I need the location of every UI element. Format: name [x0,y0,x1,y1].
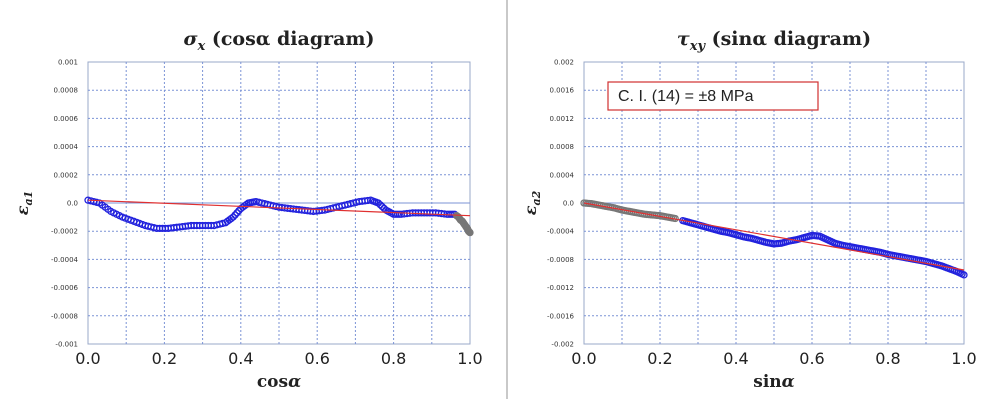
x-tick-label: 0.8 [875,349,900,368]
chart-title: τxy (sinα diagram) [677,28,871,54]
x-axis-label-text: cos [257,372,288,392]
y-tick-label: 0.0002 [54,171,79,179]
data-point [364,196,372,205]
data-point [466,228,474,237]
y-tick-label: -0.0004 [547,228,575,236]
data-point [231,211,239,219]
chart-sigma-x: σx (cosα diagram) -0.001 -0.0008 -0.0006 -0.… [13,28,483,392]
chart-panel-left: σx (cosα diagram) -0.001 -0.0008 -0.0006 -0.… [13,28,483,392]
x-tick-label: 0.6 [799,349,824,368]
y-axis-label-symbol: ε [13,205,32,215]
y-tick-label: 0.0008 [550,143,575,151]
y-axis-label-symbol: ε [521,205,540,215]
x-tick-label: 0.2 [647,349,672,368]
y-tick-label: -0.0006 [51,284,79,292]
chart-title-rest: (sinα diagram) [705,28,871,50]
y-tick-label: -0.0004 [51,256,79,264]
fit-line [583,202,965,271]
y-tick-label: 0.0006 [54,115,79,123]
y-tick-label: 0.0 [563,200,574,208]
x-tick-label: 0.4 [228,349,253,368]
y-tick-label: 0.0004 [54,143,79,151]
y-tick-label: -0.001 [55,341,78,349]
y-axis-label: εa1 [13,191,35,216]
y-axis-label-subscript: a1 [22,191,35,206]
x-axis-label-text: sin [753,372,781,392]
x-axis-label-symbol: α [288,372,301,392]
y-tick-label: 0.0012 [550,115,575,123]
x-tick-label: 0.6 [304,349,329,368]
y-tick-label: -0.002 [551,341,574,349]
y-tick-label: -0.0012 [547,284,574,292]
chart-title-subscript: xy [689,39,707,54]
y-tick-label: -0.0002 [51,228,78,236]
y-tick-label: -0.0008 [51,312,78,320]
y-tick-label: -0.0016 [547,312,575,320]
y-tick-label: -0.0008 [547,256,574,264]
chart-title: σx (cosα diagram) [183,28,374,54]
data-point [233,209,241,217]
chart-tau-xy: τxy (sinα diagram) -0.002 -0.0016 -0.0012 -0… [521,28,977,392]
y-axis-label-subscript: a2 [530,190,543,205]
chart-title-rest: (cosα diagram) [205,28,374,50]
annotation-text: C. I. (14) = ±8 MPa [618,88,754,105]
data-point [92,198,101,206]
chart-title-subscript: x [196,39,205,54]
x-tick-label: 0.0 [571,349,596,368]
chart-title-symbol: τ [677,28,690,50]
chart-title-symbol: σ [183,28,198,50]
x-tick-label: 0.4 [723,349,748,368]
x-axis-label: cosα [257,372,301,392]
x-tick-label: 0.0 [75,349,100,368]
y-tick-label: 0.0 [67,200,78,208]
y-tick-label: 0.002 [554,59,574,67]
x-tick-label: 1.0 [951,349,976,368]
annotation-box [607,81,819,111]
data-point [960,271,968,279]
y-axis-label: εa2 [521,190,543,215]
chart-panel-right: τxy (sinα diagram) -0.002 -0.0016 -0.0012 -0… [508,0,1001,399]
y-tick-label: 0.0004 [550,171,575,179]
panel-divider [506,0,508,399]
x-tick-label: 0.2 [152,349,177,368]
y-tick-label: 0.001 [58,59,78,67]
y-tick-label: 0.0016 [550,87,575,95]
x-axis-label-symbol: α [782,372,795,392]
x-tick-label: 0.8 [381,349,406,368]
x-tick-label: 1.0 [457,349,482,368]
fit-line [87,199,471,217]
x-axis-label: sinα [753,372,794,392]
data-point [229,213,237,221]
y-tick-label: 0.0008 [54,87,79,95]
